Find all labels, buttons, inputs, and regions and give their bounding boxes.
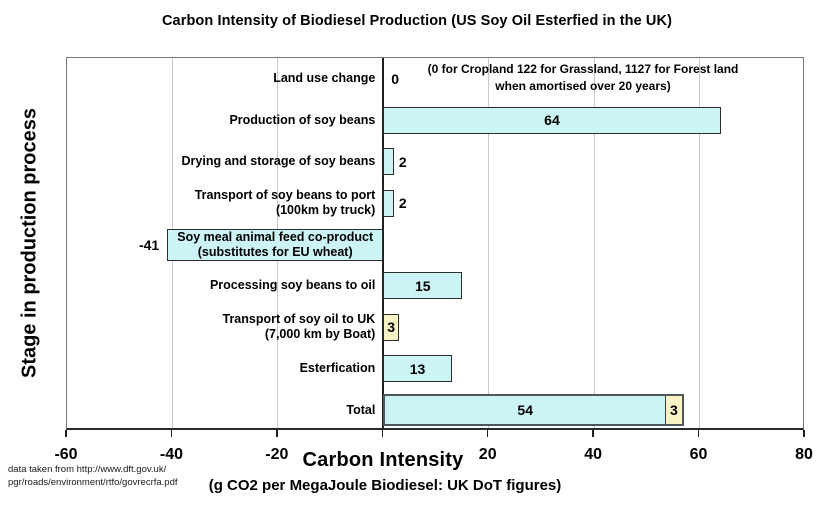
category-label-line: Production of soy beans bbox=[229, 112, 376, 127]
category-label-transport-of-soy-oil-to-uk: Transport of soy oil to UK (7,000 km by B… bbox=[223, 312, 376, 342]
bar-total: 54 3 bbox=[383, 394, 684, 427]
x-tick-60 bbox=[697, 430, 700, 437]
chart-title: Carbon Intensity of Biodiesel Production… bbox=[161, 13, 672, 29]
bar-transport-of-soy-oil-to-uk: 3 bbox=[383, 313, 400, 341]
plot-area: Land use change 0 Production of soy beans 6… bbox=[66, 57, 804, 430]
category-label-esterfication: Esterfication bbox=[300, 361, 376, 376]
bar-production-of-soy-beans: 64 bbox=[383, 106, 721, 134]
x-tick-label-60: 60 bbox=[689, 446, 708, 463]
x-axis-title: Carbon Intensity bbox=[302, 449, 464, 471]
annotation-land-use-change: (0 for Cropland 122 for Grassland, 1127 … bbox=[392, 61, 774, 95]
bar-segment-total-3: 3 bbox=[666, 396, 682, 425]
y-axis-title: Stage in production process bbox=[18, 107, 41, 379]
bar-value-label: 3 bbox=[670, 402, 678, 419]
category-label-line: Transport of soy oil to UK bbox=[222, 312, 376, 327]
category-label-line: Esterfication bbox=[299, 361, 376, 376]
x-tick-20 bbox=[486, 430, 489, 437]
x-tick-label--40: -40 bbox=[159, 446, 183, 463]
source-note: data taken from http://www.dft.gov.uk/ p… bbox=[8, 463, 178, 489]
x-axis-subtitle: (g CO2 per MegaJoule Biodiesel: UK DoT f… bbox=[208, 477, 562, 494]
category-label-line: (substitutes for EU wheat) bbox=[197, 244, 353, 259]
gridline-20 bbox=[488, 58, 490, 428]
gridline-40 bbox=[593, 58, 595, 428]
category-label-transport-of-soy-beans-to-port: Transport of soy beans to port (100km by … bbox=[195, 188, 376, 218]
x-tick--20 bbox=[276, 430, 278, 437]
source-line-2: pgr/roads/environment/rtfo/govrecrfa.pdf bbox=[8, 477, 178, 488]
x-tick-0 bbox=[381, 430, 384, 437]
x-tick-label--60: -60 bbox=[54, 446, 78, 463]
category-label-production-of-soy-beans: Production of soy beans bbox=[229, 113, 375, 128]
bar-value-label: 13 bbox=[409, 360, 426, 377]
x-tick-label--20: -20 bbox=[265, 446, 289, 463]
category-label-line: Soy meal animal feed co-product bbox=[177, 229, 374, 244]
bar-value-label-drying-and-storage-of-soy-beans: 2 bbox=[398, 153, 407, 170]
x-tick-40 bbox=[592, 430, 594, 437]
bar-drying-and-storage-of-soy-beans bbox=[383, 148, 394, 176]
bar-soy-meal-animal-feed-co-product: Soy meal animal feed co-product (substitu… bbox=[167, 228, 384, 261]
bar-esterfication: 13 bbox=[383, 355, 452, 383]
category-label-line: (7,000 km by Boat) bbox=[264, 327, 376, 342]
bar-value-label-soy-meal-animal-feed-co-product: -41 bbox=[138, 236, 160, 253]
category-label-land-use-change: Land use change bbox=[273, 71, 375, 86]
x-tick--60 bbox=[65, 430, 67, 437]
bar-transport-of-soy-beans-to-port bbox=[383, 189, 394, 217]
category-label-line: (100km by truck) bbox=[275, 203, 376, 218]
annotation-line: (0 for Cropland 122 for Grassland, 1127 … bbox=[427, 61, 739, 76]
x-tick-label-80: 80 bbox=[795, 446, 813, 463]
bar-value-label-land-use-change: 0 bbox=[391, 70, 400, 87]
category-label-processing-soy-beans-to-oil: Processing soy beans to oil bbox=[210, 278, 375, 293]
bar-value-label: 54 bbox=[517, 402, 533, 419]
x-tick-label-40: 40 bbox=[584, 446, 603, 463]
bar-processing-soy-beans-to-oil: 15 bbox=[383, 272, 463, 300]
x-tick-80 bbox=[803, 430, 805, 437]
bar-segment-total-54: 54 bbox=[385, 396, 667, 425]
category-label-line: Drying and storage of soy beans bbox=[181, 154, 376, 169]
x-tick-label-20: 20 bbox=[478, 446, 497, 463]
bar-value-label-transport-of-soy-beans-to-port: 2 bbox=[398, 195, 407, 212]
annotation-line: when amortised over 20 years) bbox=[495, 78, 671, 93]
category-label-soy-meal-animal-feed-co-product: Soy meal animal feed co-product (substitu… bbox=[177, 230, 373, 260]
bar-value-label: 3 bbox=[387, 319, 396, 336]
source-line-1: data taken from http://www.dft.gov.uk/ bbox=[8, 464, 167, 475]
category-label-total: Total bbox=[346, 403, 375, 418]
bar-value-label: 15 bbox=[415, 277, 431, 294]
category-label-line: Transport of soy beans to port bbox=[194, 188, 376, 203]
category-label-line: Total bbox=[346, 402, 376, 417]
bar-value-label: 64 bbox=[544, 112, 560, 129]
category-label-line: Land use change bbox=[273, 71, 376, 86]
zero-axis-line bbox=[382, 58, 385, 428]
category-label-drying-and-storage-of-soy-beans: Drying and storage of soy beans bbox=[182, 154, 376, 169]
category-label-line: Processing soy beans to oil bbox=[209, 278, 376, 293]
gridline-60 bbox=[699, 58, 701, 428]
x-tick--40 bbox=[170, 430, 173, 437]
